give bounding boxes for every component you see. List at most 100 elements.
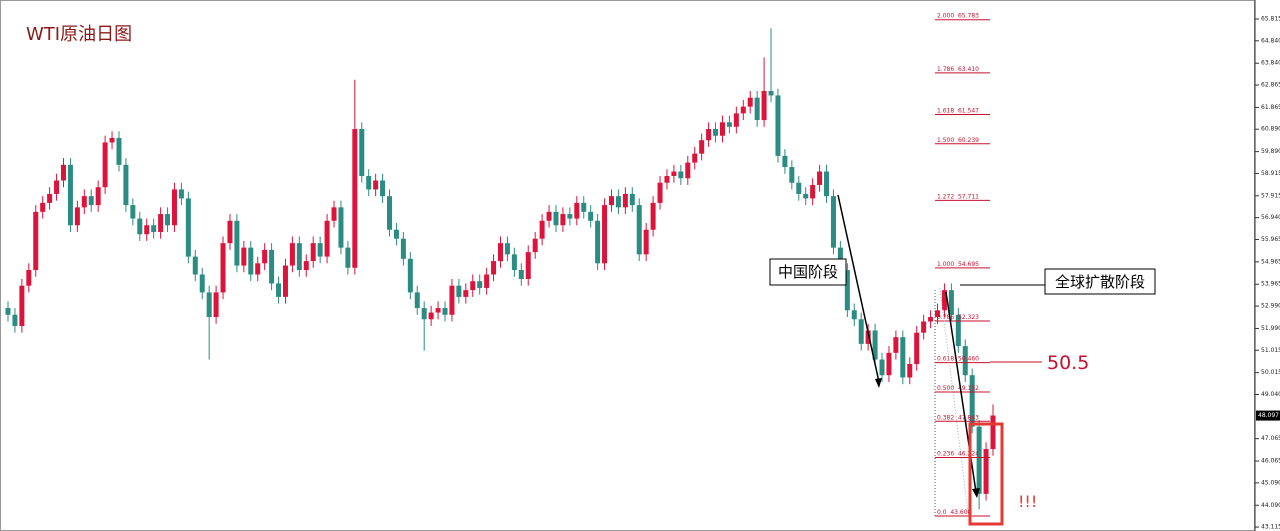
fibonacci: 2.000 65.783 1.786 63.410 1.618 61.547 1.50… [935, 13, 990, 517]
candle-body [95, 187, 101, 206]
candle-body [400, 238, 406, 259]
candle-body [553, 211, 559, 226]
candle-body [102, 142, 108, 188]
candle-body [498, 243, 503, 262]
candle-body [726, 122, 732, 127]
candle-body [678, 171, 684, 179]
candle-body [865, 330, 871, 344]
y-tick-label: 60.890 [1261, 126, 1280, 133]
candle-body [858, 319, 864, 344]
candle-body [178, 189, 184, 199]
candle-body [740, 106, 746, 114]
candle-body [241, 247, 247, 266]
arrow-head [875, 378, 882, 388]
candle-body [657, 182, 663, 203]
candle-body [719, 122, 725, 136]
candle-body [303, 261, 309, 271]
annotation: 中国阶段 [778, 263, 838, 281]
y-tick-label: 62.865 [1261, 82, 1280, 89]
y-tick-label: 54.965 [1261, 258, 1280, 265]
y-tick-label: 58.915 [1261, 170, 1280, 177]
fib-label: 1.786 63.410 [937, 66, 979, 73]
candle-body [276, 283, 282, 297]
candle-body [144, 225, 150, 235]
candle-body [199, 274, 205, 293]
candle-body [588, 211, 594, 221]
candle-body [317, 243, 323, 257]
candle-body [262, 249, 268, 264]
candle-body [983, 449, 989, 494]
candle-body [47, 193, 53, 203]
candle-body [5, 308, 11, 315]
candle-body [643, 229, 649, 255]
fib-label: 0.0 43.608 [937, 509, 972, 516]
price-tag [1256, 410, 1280, 421]
candle-body [74, 207, 80, 226]
candle-body [359, 129, 365, 177]
candle-body [484, 274, 490, 288]
candle-body [671, 171, 677, 177]
candle-body [151, 225, 157, 232]
candle-body [26, 270, 32, 286]
candle-body [574, 202, 580, 219]
annotation-box [1044, 268, 1156, 295]
candle-body [602, 205, 608, 264]
candle-body [796, 182, 802, 194]
y-tick-label: 55.965 [1261, 236, 1280, 243]
y-tick-label: 43.115 [1261, 524, 1280, 531]
candle-body [518, 270, 524, 279]
annotation: !!! [1018, 492, 1037, 511]
candle-body [407, 258, 413, 293]
fib-label: 0.786 52.323 [937, 314, 979, 321]
fib-label: 0.618 50.460 [937, 356, 979, 363]
candle-body [442, 308, 448, 315]
candle-body [393, 229, 399, 239]
candle-body [220, 243, 226, 293]
y-tick-label: 65.815 [1261, 16, 1280, 23]
candle-body [962, 346, 968, 376]
y-tick-label: 51.990 [1261, 325, 1280, 332]
candle-body [470, 281, 476, 291]
candle-body [685, 162, 691, 179]
fib-label: 0.236 46.224 [937, 450, 979, 457]
candle-body [733, 113, 739, 127]
candle-body [109, 137, 115, 143]
candle-body [851, 310, 857, 320]
candle-body [810, 184, 816, 199]
candle-body [414, 292, 420, 309]
candle-body [608, 196, 614, 206]
candle-body [824, 171, 830, 197]
y-tick-label: 47.065 [1261, 435, 1280, 442]
candle-body [449, 285, 455, 315]
candle-body [310, 243, 316, 262]
candle-body [955, 314, 961, 347]
candle-body [352, 129, 358, 268]
candle-body [830, 196, 836, 248]
candle-body [768, 90, 774, 96]
candle-body [428, 312, 434, 320]
candle-body [67, 164, 73, 226]
candle-body [990, 415, 996, 450]
candle-body [185, 198, 191, 257]
candle-body [33, 211, 39, 271]
candle-body [928, 317, 934, 322]
fib-label: 0.500 49.152 [937, 385, 979, 392]
candle-body [456, 285, 462, 297]
candle-body [88, 196, 94, 206]
candle-body [761, 90, 767, 121]
candle-body [463, 290, 469, 297]
candle-body [60, 164, 66, 181]
fib-label: 1.618 61.547 [937, 108, 979, 115]
candle-body [165, 214, 171, 226]
highlight-box [968, 422, 1004, 526]
candle-body [130, 205, 136, 219]
candle-body [227, 220, 233, 244]
candle-body [969, 375, 975, 427]
candle-body [511, 254, 517, 271]
candle-body [289, 243, 295, 266]
candle-body [782, 155, 788, 168]
candle-body [817, 171, 823, 185]
candle-body [366, 176, 372, 190]
annotation: 50.5 [1047, 352, 1089, 374]
